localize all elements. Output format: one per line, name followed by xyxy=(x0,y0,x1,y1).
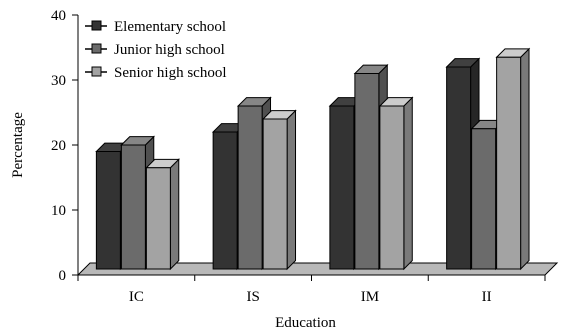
chart-bars xyxy=(95,47,531,271)
x-tick-label: IC xyxy=(129,289,144,305)
bar-side xyxy=(520,47,530,271)
chart-legend: Elementary school Junior high school Senio… xyxy=(85,19,227,81)
y-tick-label: 40 xyxy=(51,8,66,24)
bar-front xyxy=(95,151,121,270)
bar-front xyxy=(379,105,405,270)
bar xyxy=(261,109,297,271)
bar-front xyxy=(354,73,380,270)
bar-front xyxy=(471,128,497,270)
x-tick-label: II xyxy=(482,289,492,305)
bar-front xyxy=(212,131,238,270)
y-tick-label: 20 xyxy=(51,138,66,154)
bar-side xyxy=(286,109,297,271)
legend-label: Elementary school xyxy=(114,19,226,35)
legend-label: Junior high school xyxy=(114,42,225,58)
bar-front xyxy=(329,105,355,270)
bar-side xyxy=(169,158,180,271)
legend-swatch xyxy=(91,66,102,77)
y-tick-label: 10 xyxy=(51,203,66,219)
y-tick-label: 0 xyxy=(59,268,67,284)
legend-label: Senior high school xyxy=(114,65,227,81)
y-axis-label: Percentage xyxy=(10,112,26,178)
bar-front xyxy=(262,118,288,270)
bar xyxy=(378,96,414,271)
x-tick-label: IM xyxy=(361,289,379,305)
bar-front xyxy=(237,105,263,270)
legend-swatch xyxy=(91,20,102,31)
bar-front xyxy=(496,56,522,270)
bar-front xyxy=(145,167,171,270)
bar xyxy=(145,158,180,271)
chart-axes: 0 10 20 30 40 IC IS IM II xyxy=(51,8,546,305)
y-tick-label: 30 xyxy=(51,73,66,89)
x-tick-label: IS xyxy=(246,289,259,305)
legend-swatch xyxy=(91,43,102,54)
bar-front xyxy=(120,144,146,270)
bar xyxy=(495,47,531,271)
bar-side xyxy=(403,96,413,271)
x-axis-label: Education xyxy=(275,315,336,331)
bar-front xyxy=(446,66,472,270)
